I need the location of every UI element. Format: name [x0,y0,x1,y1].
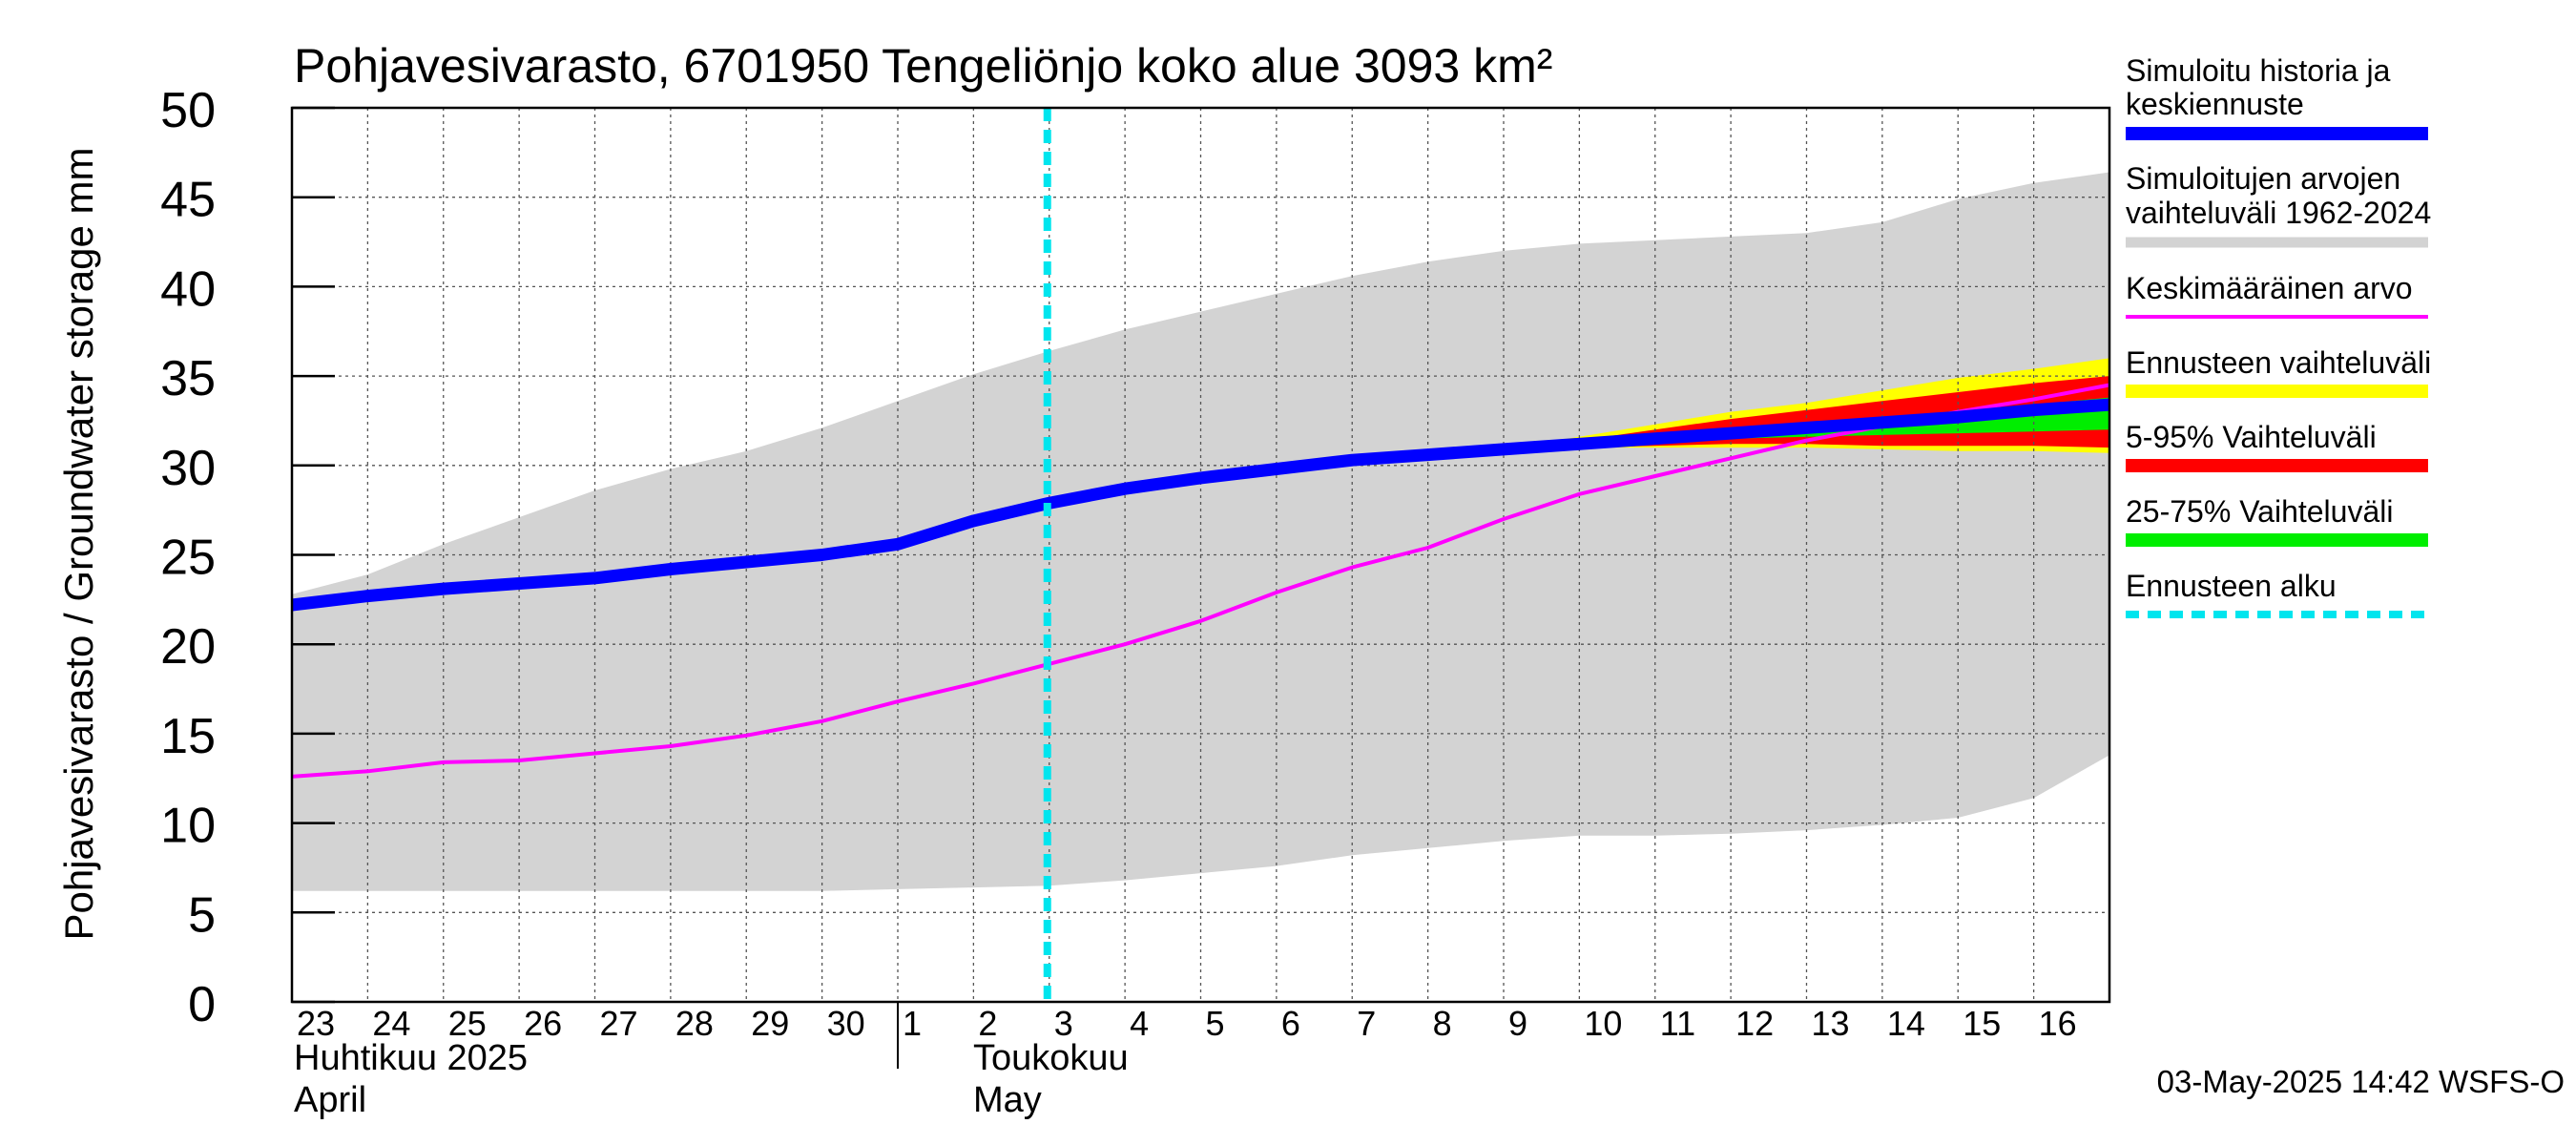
x-tick-label: 9 [1508,1004,1527,1043]
month-label-april-fi: Huhtikuu 2025 [294,1038,528,1078]
x-tick-label: 16 [2039,1004,2077,1043]
month-label-april-en: April [294,1080,366,1120]
x-tick-label: 5 [1206,1004,1225,1043]
x-tick-label: 11 [1660,1004,1695,1043]
legend-label: 5-95% Vaihteluväli [2126,420,2377,454]
legend-label: keskiennuste [2126,87,2304,121]
x-tick-label: 29 [751,1004,789,1043]
x-tick-label: 7 [1357,1004,1376,1043]
month-label-may-en: May [973,1080,1042,1120]
y-tick-label: 5 [188,887,216,943]
y-axis-label: Pohjavesivarasto / Groundwater storage m… [56,147,101,940]
y-tick-label: 35 [160,351,216,406]
legend-label: Simuloitu historia ja [2126,53,2391,88]
x-tick-label: 30 [827,1004,865,1043]
y-tick-label: 20 [160,619,216,675]
y-tick-label: 40 [160,261,216,317]
y-tick-label: 0 [188,977,216,1032]
x-tick-label: 3 [1054,1004,1073,1043]
x-tick-label: 8 [1433,1004,1452,1043]
legend-label: Simuloitujen arvojen [2126,161,2400,196]
x-tick-labels: 23 24 25 26 27 28 29 30 1 2 3 4 5 6 7 8 9 10 11 12 13 14 15 16 [297,1004,2077,1043]
y-tick-label: 25 [160,531,216,586]
legend-label: Keskimääräinen arvo [2126,271,2413,305]
x-tick-label: 23 [297,1004,335,1043]
footer-timestamp: 03-May-2025 14:42 WSFS-O [2157,1064,2565,1099]
x-tick-label: 27 [600,1004,638,1043]
chart-title: Pohjavesivarasto, 6701950 Tengeliönjo ko… [294,39,1552,93]
legend-label: Ennusteen vaihteluväli [2126,345,2431,380]
x-tick-label: 2 [978,1004,997,1043]
chart-grid [292,108,2109,1002]
legend-label: Ennusteen alku [2126,569,2337,603]
month-label-may-fi: Toukokuu [973,1038,1129,1078]
x-tick-label: 12 [1735,1004,1774,1043]
y-tick-label: 50 [160,83,216,138]
p25-75-band [1504,397,2109,449]
y-tick-label: 45 [160,173,216,228]
chart-axes [290,106,2111,1069]
x-tick-label: 25 [448,1004,487,1043]
legend-label: vaihteluväli 1962-2024 [2126,196,2431,230]
legend-label: 25-75% Vaihteluväli [2126,494,2393,529]
history-forecast-line [291,398,2110,612]
x-tick-label: 14 [1887,1004,1925,1043]
mean-line [291,383,2110,779]
y-tick-label: 10 [160,799,216,854]
x-tick-label: 1 [903,1004,922,1043]
y-tick-label: 15 [160,709,216,764]
chart-lines [291,108,2110,1002]
x-tick-label: 24 [372,1004,410,1043]
x-tick-label: 15 [1963,1004,2001,1043]
x-tick-label: 10 [1584,1004,1622,1043]
y-tick-label: 30 [160,441,216,496]
x-tick-label: 28 [675,1004,714,1043]
y-tick-labels: 0 5 10 15 20 25 30 35 40 45 50 [160,83,216,1032]
x-tick-label: 13 [1812,1004,1850,1043]
x-tick-label: 4 [1130,1004,1149,1043]
x-tick-label: 26 [524,1004,562,1043]
x-tick-label: 6 [1281,1004,1300,1043]
